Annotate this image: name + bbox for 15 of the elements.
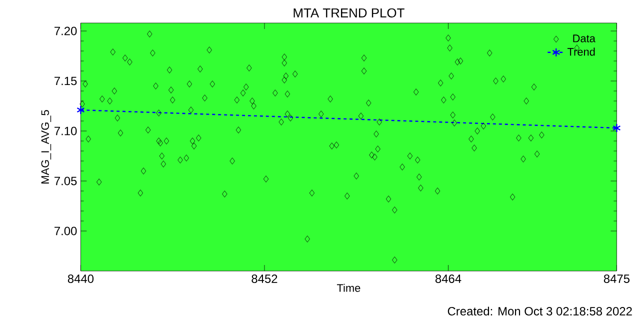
x-tick-label: 8475 [604, 274, 630, 283]
x-axis-title: Time [336, 284, 360, 292]
x-tick-label: 8452 [252, 274, 278, 283]
legend-label: Data [573, 34, 596, 42]
y-tick-label: 7.20 [54, 26, 77, 36]
legend-label: Trend [567, 48, 595, 56]
chart-title: MTA TREND PLOT [294, 8, 404, 18]
x-tick-label: 8464 [435, 274, 462, 283]
y-tick-label: 7.05 [54, 176, 77, 186]
y-tick-label: 7.00 [54, 226, 77, 236]
text: Created: Mon Oct 3 02:18:58 2022 [448, 306, 632, 316]
y-axis-title: MAG_I_AVG_5 [41, 110, 52, 184]
x-tick-label: 8440 [68, 274, 94, 283]
y-tick-label: 7.10 [54, 126, 77, 136]
y-tick-label: 7.15 [54, 76, 77, 86]
